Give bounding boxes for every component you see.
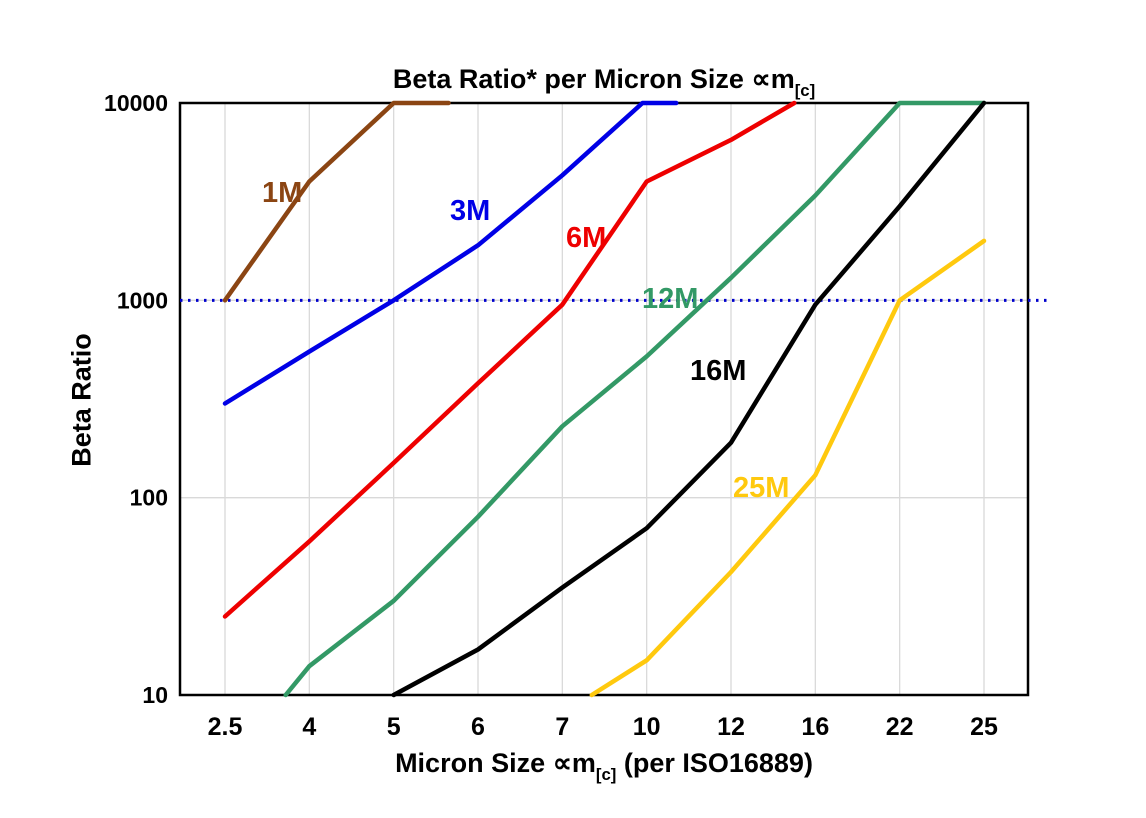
series-label-1M: 1M (262, 177, 302, 209)
x-tick-6: 6 (471, 713, 485, 741)
y-axis-label: Beta Ratio (66, 333, 97, 467)
chart-title-main: Beta Ratio* per Micron Size ∝m (392, 64, 795, 94)
y-tick-100: 100 (130, 485, 168, 511)
x-tick-2.5: 2.5 (208, 713, 243, 741)
x-axis-label-tail: (per ISO16889) (616, 748, 813, 778)
series-label-12M: 12M (642, 283, 698, 315)
series-line-12M (283, 100, 987, 698)
x-tick-5: 5 (387, 713, 401, 741)
series-label-16M: 16M (690, 355, 746, 387)
x-tick-25: 25 (970, 713, 998, 741)
x-tick-4: 4 (302, 713, 316, 741)
series-label-25M: 25M (733, 472, 789, 504)
x-axis-label-subscript: [c] (595, 764, 617, 784)
x-tick-12: 12 (717, 713, 745, 741)
y-tick-1000: 1000 (117, 287, 168, 313)
series-line-16M (391, 100, 987, 698)
x-tick-7: 7 (555, 713, 569, 741)
x-tick-16: 16 (801, 713, 829, 741)
chart-title: Beta Ratio* per Micron Size ∝m[c] (180, 64, 1028, 100)
series-line-3M (222, 100, 679, 406)
x-axis-label: Micron Size ∝m[c] (per ISO16889) (180, 748, 1028, 784)
series-line-1M (222, 100, 451, 303)
y-tick-10: 10 (142, 682, 168, 708)
chart-title-subscript: [c] (794, 80, 816, 100)
x-axis-label-main: Micron Size ∝m (395, 748, 596, 778)
x-tick-22: 22 (886, 713, 914, 741)
y-tick-10000: 10000 (104, 90, 168, 116)
series-label-3M: 3M (450, 195, 490, 227)
plot-border (178, 101, 1030, 697)
series-label-6M: 6M (566, 222, 606, 254)
series-line-6M (222, 100, 797, 619)
x-tick-10: 10 (633, 713, 661, 741)
series-line-25M (589, 238, 987, 698)
